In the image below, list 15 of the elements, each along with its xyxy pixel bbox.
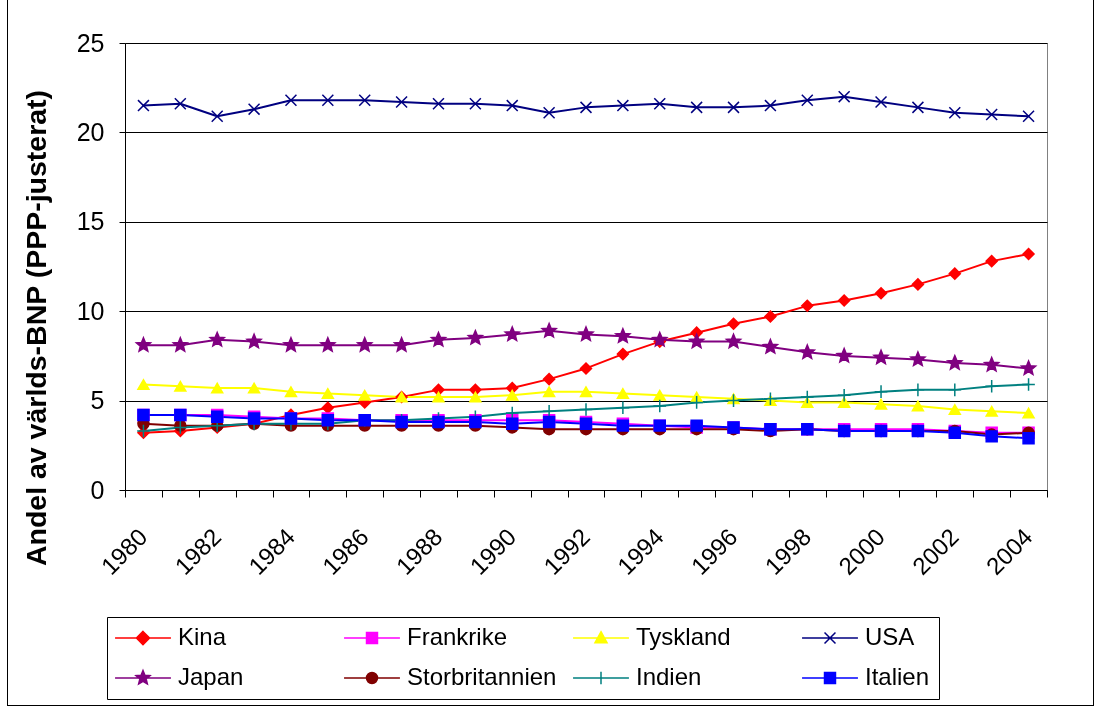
y-tick-label: 20 xyxy=(76,117,105,146)
y-tick-label: 15 xyxy=(76,207,105,236)
legend-label: Indien xyxy=(636,663,702,690)
legend-label: Storbritannien xyxy=(407,663,557,690)
legend-label: Kina xyxy=(178,623,227,650)
legend-label: Italien xyxy=(865,663,930,690)
y-tick-label: 5 xyxy=(90,386,105,415)
legend-label: Frankrike xyxy=(407,623,508,650)
y-axis-title: Andel av världs-BNP (PPP-justerat) xyxy=(19,89,52,567)
y-tick-label: 25 xyxy=(76,28,105,57)
legend-label: Japan xyxy=(178,663,244,690)
legend-label: USA xyxy=(865,623,915,650)
y-tick-label: 0 xyxy=(90,475,105,504)
y-tick-label: 10 xyxy=(76,296,105,325)
legend-label: Tyskland xyxy=(636,623,731,650)
